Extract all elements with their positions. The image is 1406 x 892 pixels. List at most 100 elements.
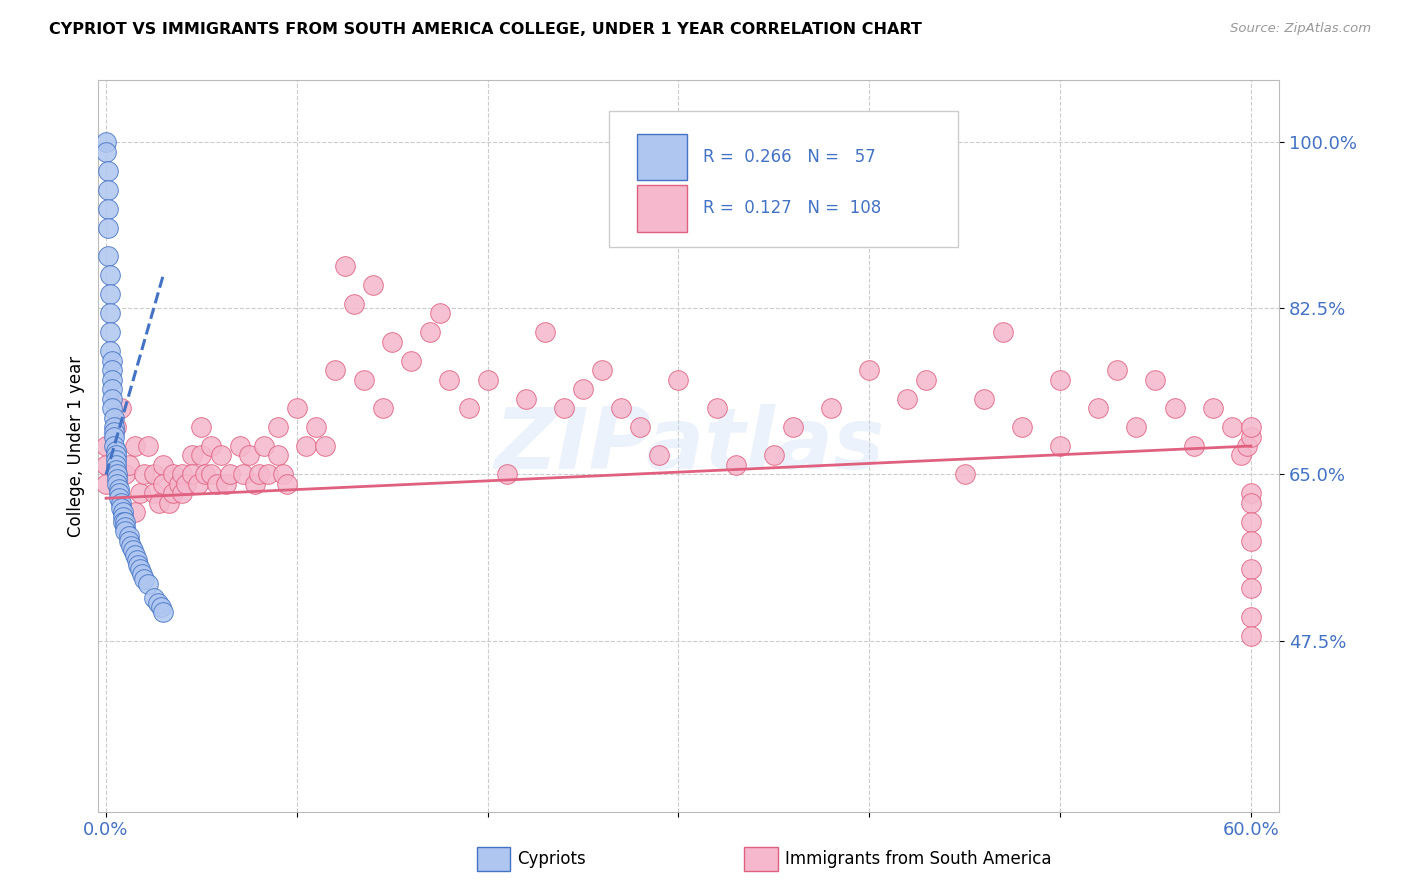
Point <box>572 382 595 396</box>
Point <box>104 449 127 463</box>
Point <box>553 401 575 415</box>
Point <box>762 449 785 463</box>
Point <box>162 486 184 500</box>
FancyBboxPatch shape <box>477 847 510 871</box>
Point <box>190 449 212 463</box>
Point <box>124 439 146 453</box>
Point <box>1240 486 1263 500</box>
Point <box>515 392 537 406</box>
Point <box>267 420 290 434</box>
Point <box>125 553 148 567</box>
Point <box>97 220 120 235</box>
Point <box>172 467 194 482</box>
Point <box>534 325 557 339</box>
Point <box>1240 496 1263 510</box>
Point <box>1240 420 1263 434</box>
Point <box>104 458 127 472</box>
Point <box>200 467 222 482</box>
Point <box>103 429 125 443</box>
Point <box>1240 533 1263 548</box>
Point <box>1240 610 1263 624</box>
Point <box>100 372 122 386</box>
Point <box>162 467 184 482</box>
Point <box>100 382 122 396</box>
Point <box>97 163 120 178</box>
Point <box>1182 439 1205 453</box>
Point <box>94 458 117 472</box>
Point <box>124 506 146 520</box>
Point <box>104 463 127 477</box>
Point <box>142 467 165 482</box>
Point <box>1049 372 1071 386</box>
Point <box>343 296 366 310</box>
Point <box>371 401 394 415</box>
Point <box>247 467 270 482</box>
Point <box>134 467 156 482</box>
Point <box>114 524 136 539</box>
Point <box>94 145 117 159</box>
Point <box>118 533 141 548</box>
Point <box>257 467 280 482</box>
Point <box>103 425 125 439</box>
Point <box>112 510 135 524</box>
Point <box>1230 449 1253 463</box>
Point <box>1240 562 1263 576</box>
Point <box>1236 439 1258 453</box>
Point <box>108 486 131 500</box>
Point <box>477 372 499 386</box>
Point <box>107 467 129 482</box>
Point <box>1240 629 1263 643</box>
Point <box>136 439 159 453</box>
Point <box>219 467 242 482</box>
Point <box>108 482 131 496</box>
Point <box>253 439 276 453</box>
Point <box>361 277 384 292</box>
Point <box>108 491 131 506</box>
Point <box>100 353 122 368</box>
Point <box>107 477 129 491</box>
Point <box>429 306 451 320</box>
Point <box>180 449 202 463</box>
Point <box>401 353 423 368</box>
Point <box>591 363 613 377</box>
Point <box>1220 420 1243 434</box>
Point <box>1202 401 1225 415</box>
Text: ZIPatlas: ZIPatlas <box>494 404 884 488</box>
Point <box>1163 401 1185 415</box>
Point <box>146 596 169 610</box>
Point <box>295 439 318 453</box>
Point <box>243 477 266 491</box>
Point <box>1144 372 1167 386</box>
Point <box>110 401 132 415</box>
Point <box>110 500 132 515</box>
Point <box>381 334 404 349</box>
Point <box>157 496 180 510</box>
Point <box>142 591 165 605</box>
Point <box>148 496 170 510</box>
Point <box>118 458 141 472</box>
Point <box>439 372 461 386</box>
Point <box>110 496 132 510</box>
Point <box>1011 420 1033 434</box>
Point <box>232 467 254 482</box>
Point <box>112 506 135 520</box>
Point <box>174 477 197 491</box>
Text: Immigrants from South America: Immigrants from South America <box>785 850 1052 868</box>
FancyBboxPatch shape <box>609 111 959 247</box>
Point <box>820 401 842 415</box>
Point <box>134 572 156 586</box>
Point <box>104 453 127 467</box>
Point <box>98 325 121 339</box>
Point <box>628 420 651 434</box>
Point <box>104 420 127 434</box>
Point <box>104 443 127 458</box>
Point <box>1087 401 1109 415</box>
Point <box>127 558 149 572</box>
Point <box>94 135 117 149</box>
Point <box>142 486 165 500</box>
Point <box>858 363 880 377</box>
Point <box>100 401 122 415</box>
Text: CYPRIOT VS IMMIGRANTS FROM SOUTH AMERICA COLLEGE, UNDER 1 YEAR CORRELATION CHART: CYPRIOT VS IMMIGRANTS FROM SOUTH AMERICA… <box>49 22 922 37</box>
Point <box>97 202 120 216</box>
Point <box>190 420 212 434</box>
